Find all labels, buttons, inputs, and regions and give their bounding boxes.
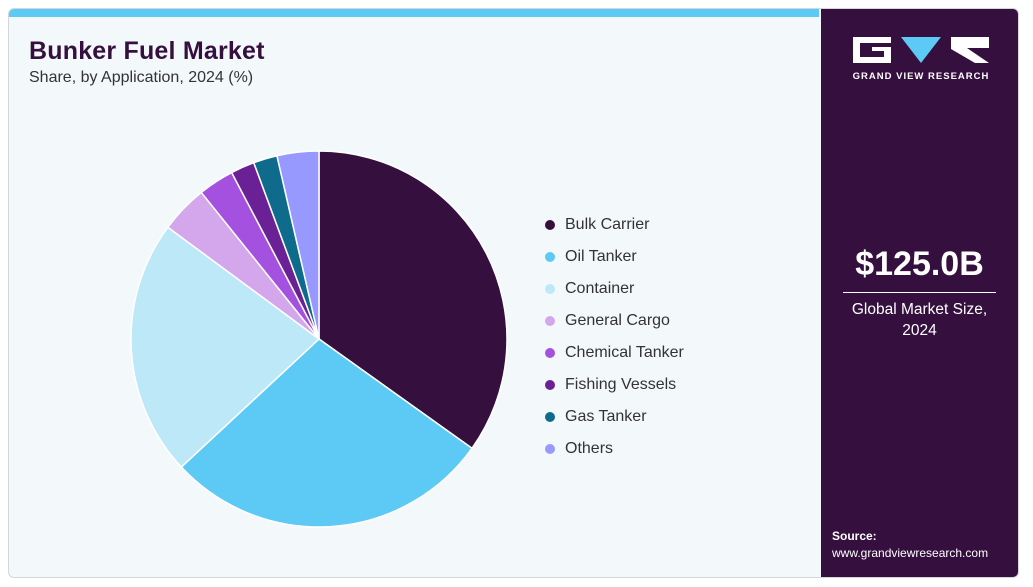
pie-slice-bulk-carrier (318, 150, 508, 450)
source-label: Source: (832, 529, 877, 543)
legend-item-fishing-vessels: Fishing Vessels (545, 369, 684, 401)
legend-swatch (545, 252, 555, 262)
brand-name: GRAND VIEW RESEARCH (852, 71, 990, 82)
market-size-value: $125.0B (855, 245, 984, 283)
legend-swatch (545, 380, 555, 390)
chart-legend: Bulk Carrier Oil Tanker Container General C… (545, 209, 684, 465)
market-caption-line2: 2024 (902, 322, 937, 339)
legend-label: General Cargo (565, 312, 670, 329)
legend-label: Oil Tanker (565, 248, 637, 265)
pie-chart (130, 150, 508, 528)
pie-slice-others (276, 150, 320, 340)
legend-label: Container (565, 280, 635, 297)
legend-item-others: Others (545, 433, 684, 465)
legend-swatch (545, 284, 555, 294)
brand-logo: GRAND VIEW RESEARCH (851, 35, 991, 82)
pie-slice-oil-tanker (180, 338, 474, 528)
legend-label: Bulk Carrier (565, 216, 650, 233)
pie-slice-container (130, 226, 321, 469)
chart-title: Bunker Fuel Market (29, 37, 265, 65)
legend-label: Fishing Vessels (565, 376, 677, 393)
legend-swatch (545, 348, 555, 358)
legend-item-oil-tanker: Oil Tanker (545, 241, 684, 273)
market-divider (843, 292, 996, 293)
market-size-caption: Global Market Size, 2024 (831, 299, 1008, 341)
legend-label: Others (565, 440, 614, 457)
legend-label: Chemical Tanker (565, 344, 684, 361)
market-caption-line1: Global Market Size, (851, 301, 988, 318)
legend-swatch (545, 444, 555, 454)
legend-swatch (545, 412, 555, 422)
legend-item-chemical-tanker: Chemical Tanker (545, 337, 684, 369)
source-link[interactable]: www.grandviewresearch.com (832, 546, 989, 560)
gvr-logo-icon (853, 37, 989, 63)
legend-item-bulk-carrier: Bulk Carrier (545, 209, 684, 241)
chart-subtitle: Share, by Application, 2024 (%) (29, 69, 254, 86)
legend-item-container: Container (545, 273, 684, 305)
legend-label: Gas Tanker (565, 408, 647, 425)
legend-item-general-cargo: General Cargo (545, 305, 684, 337)
chart-card: Bunker Fuel Market Share, by Application… (8, 8, 1019, 578)
legend-item-gas-tanker: Gas Tanker (545, 401, 684, 433)
accent-bar (9, 9, 819, 17)
legend-swatch (545, 220, 555, 230)
legend-swatch (545, 316, 555, 326)
side-panel: GRAND VIEW RESEARCH $125.0B Global Marke… (821, 9, 1018, 577)
